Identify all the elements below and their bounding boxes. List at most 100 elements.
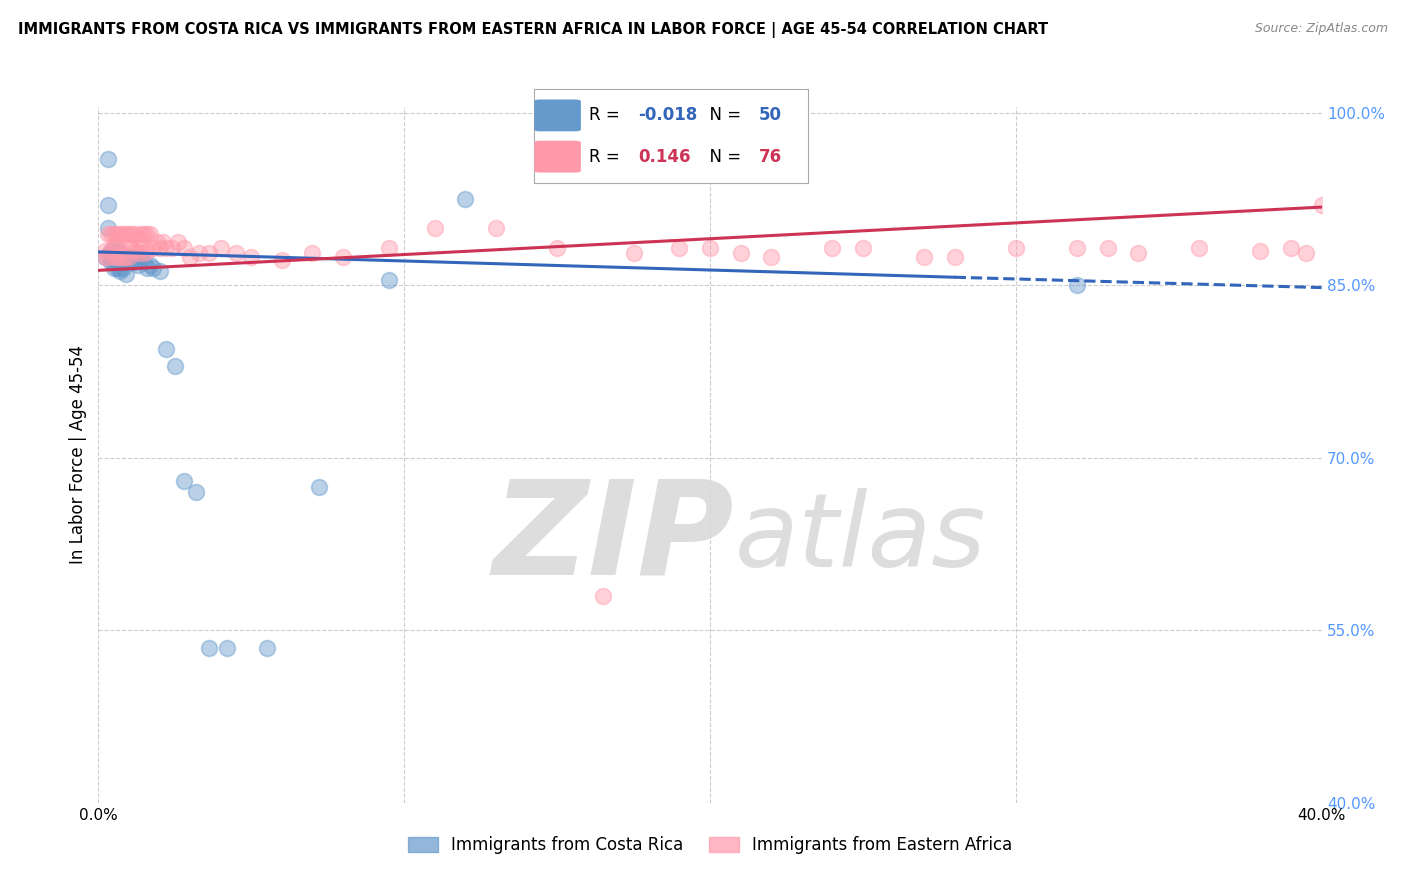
Point <box>124 227 146 241</box>
Point <box>105 260 128 275</box>
Point <box>105 238 128 252</box>
Point <box>105 250 128 264</box>
Point <box>142 260 165 275</box>
Point <box>127 246 149 260</box>
Point <box>118 250 141 264</box>
Point <box>134 246 156 260</box>
Point <box>118 238 141 252</box>
Point <box>149 242 172 256</box>
Point <box>103 255 125 269</box>
Point <box>155 242 177 256</box>
Point <box>108 244 131 258</box>
Point <box>136 260 159 275</box>
Point <box>699 242 721 256</box>
Point <box>124 255 146 269</box>
Point <box>97 152 120 166</box>
Point <box>139 258 162 272</box>
Text: atlas: atlas <box>734 489 986 589</box>
Point <box>111 255 134 269</box>
Point <box>173 242 195 256</box>
Point <box>149 264 172 278</box>
Point <box>142 242 165 256</box>
Point <box>118 250 141 264</box>
Point <box>485 220 508 235</box>
Point <box>105 250 128 264</box>
Point <box>105 244 128 258</box>
Point <box>111 260 134 275</box>
Point <box>129 252 152 267</box>
Point <box>136 227 159 241</box>
Point <box>118 227 141 241</box>
Point <box>1295 246 1317 260</box>
Point <box>97 198 120 212</box>
Point <box>124 244 146 258</box>
Point <box>1097 242 1119 256</box>
Point <box>912 250 935 264</box>
Point <box>129 242 152 256</box>
Point <box>115 250 138 264</box>
Point <box>136 244 159 258</box>
Point <box>592 589 614 603</box>
Point <box>108 255 131 269</box>
Point <box>97 250 120 264</box>
Point <box>188 246 211 260</box>
FancyBboxPatch shape <box>534 100 581 131</box>
Point <box>127 232 149 246</box>
Point <box>225 246 247 260</box>
Legend: Immigrants from Costa Rica, Immigrants from Eastern Africa: Immigrants from Costa Rica, Immigrants f… <box>401 830 1019 861</box>
Text: IMMIGRANTS FROM COSTA RICA VS IMMIGRANTS FROM EASTERN AFRICA IN LABOR FORCE | AG: IMMIGRANTS FROM COSTA RICA VS IMMIGRANTS… <box>18 22 1049 38</box>
Point <box>134 255 156 269</box>
Point <box>454 192 477 206</box>
Point <box>100 244 122 258</box>
Point <box>118 255 141 269</box>
Point <box>105 227 128 241</box>
Point <box>111 250 134 264</box>
Point <box>121 242 143 256</box>
Point <box>108 227 131 241</box>
Text: 76: 76 <box>759 148 782 166</box>
Point <box>111 227 134 241</box>
Point <box>240 250 263 264</box>
Point <box>103 227 125 241</box>
Point <box>93 244 115 258</box>
Point <box>423 220 446 235</box>
Point <box>256 640 278 655</box>
Point <box>1066 242 1088 256</box>
Point <box>155 342 177 356</box>
Point <box>121 255 143 269</box>
Point <box>93 250 115 264</box>
Point <box>103 250 125 264</box>
Point <box>179 250 201 264</box>
Point <box>97 227 120 241</box>
Point <box>129 227 152 241</box>
Point <box>115 255 138 269</box>
Point <box>173 474 195 488</box>
Point <box>115 267 138 281</box>
Point <box>108 260 131 275</box>
Point <box>1279 242 1302 256</box>
Point <box>103 250 125 264</box>
Point <box>270 252 292 267</box>
Point <box>197 246 219 260</box>
Point <box>108 250 131 264</box>
Point <box>167 235 190 249</box>
Point <box>308 479 330 493</box>
Point <box>124 250 146 264</box>
Point <box>197 640 219 655</box>
Point <box>115 250 138 264</box>
Point <box>134 227 156 241</box>
Point <box>1310 198 1333 212</box>
Point <box>730 246 752 260</box>
Point <box>186 485 208 500</box>
Point <box>1188 242 1211 256</box>
Point <box>100 250 122 264</box>
Point <box>943 250 966 264</box>
Point <box>111 250 134 264</box>
Text: 0.146: 0.146 <box>638 148 690 166</box>
Point <box>100 227 122 241</box>
Point <box>332 250 354 264</box>
Point <box>121 250 143 264</box>
Point <box>301 246 323 260</box>
Point <box>152 235 174 249</box>
Text: 50: 50 <box>759 106 782 124</box>
